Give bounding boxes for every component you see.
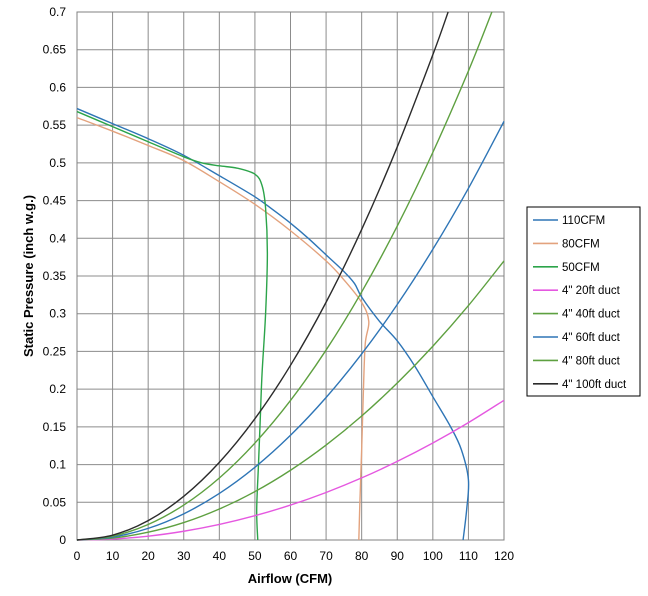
y-tick-label: 0.4 — [49, 231, 66, 245]
legend-entry: 50CFM — [562, 262, 600, 274]
gridlines — [76, 11, 505, 541]
y-tick-label: 0.15 — [43, 420, 67, 434]
plot-area — [76, 11, 505, 541]
y-tick-label: 0 — [59, 533, 66, 547]
legend-entry: 80CFM — [562, 238, 600, 250]
legend-box — [526, 206, 641, 397]
legend-entry: 4" 80ft duct — [562, 355, 621, 367]
x-tick-label: 40 — [213, 549, 227, 563]
x-tick-label: 70 — [319, 549, 333, 563]
x-tick-label: 0 — [74, 549, 81, 563]
x-tick-label: 80 — [355, 549, 369, 563]
x-axis-title: Airflow (CFM) — [248, 571, 332, 586]
x-tick-label: 110 — [459, 549, 478, 563]
y-tick-label: 0.3 — [49, 307, 66, 321]
x-tick-label: 120 — [494, 549, 514, 563]
x-tick-label: 100 — [423, 549, 443, 563]
x-tick-label: 10 — [106, 549, 120, 563]
y-tick-label: 0.25 — [43, 344, 67, 358]
series-line-5 — [76, 260, 505, 541]
series-line-8 — [76, 11, 449, 541]
y-tick-label: 0.35 — [43, 269, 67, 283]
series-line-7 — [76, 11, 493, 541]
legend-entry: 4" 40ft duct — [562, 309, 621, 321]
series-lines — [76, 11, 505, 541]
y-tick-label: 0.55 — [43, 118, 67, 132]
series-line-2 — [76, 116, 370, 541]
legend-entry: 4" 100ft duct — [562, 379, 627, 391]
y-tick-label: 0.2 — [49, 382, 66, 396]
series-line-4 — [76, 399, 505, 541]
series-line-3 — [76, 110, 269, 541]
x-tick-label: 20 — [141, 549, 155, 563]
legend-entry: 110CFM — [562, 215, 605, 227]
y-tick-label: 0.05 — [43, 495, 67, 509]
y-tick-label: 0.1 — [49, 458, 66, 472]
legend: 110CFM 80CFM 50CFM 4" 20ft duct 4" 40ft duct… — [526, 206, 641, 397]
x-tick-label: 30 — [177, 549, 191, 563]
y-axis-title: Static Pressure (inch w.g.) — [21, 195, 36, 357]
y-tick-label: 0.5 — [49, 156, 66, 170]
x-tick-label: 50 — [248, 549, 262, 563]
x-tick-label: 90 — [391, 549, 405, 563]
y-tick-label: 0.65 — [43, 43, 67, 57]
y-tick-label: 0.7 — [49, 5, 66, 19]
legend-entry: 4" 60ft duct — [562, 332, 621, 344]
tick-labels: 0 10 20 30 40 50 60 70 80 90 100 110 120 0 0.05 0.1 0.15… — [43, 5, 515, 563]
legend-entry: 4" 20ft duct — [562, 285, 621, 297]
x-tick-label: 60 — [284, 549, 298, 563]
y-tick-label: 0.6 — [49, 80, 66, 94]
series-line-1 — [76, 107, 470, 541]
series-line-6 — [76, 121, 505, 541]
y-tick-label: 0.45 — [43, 194, 67, 208]
